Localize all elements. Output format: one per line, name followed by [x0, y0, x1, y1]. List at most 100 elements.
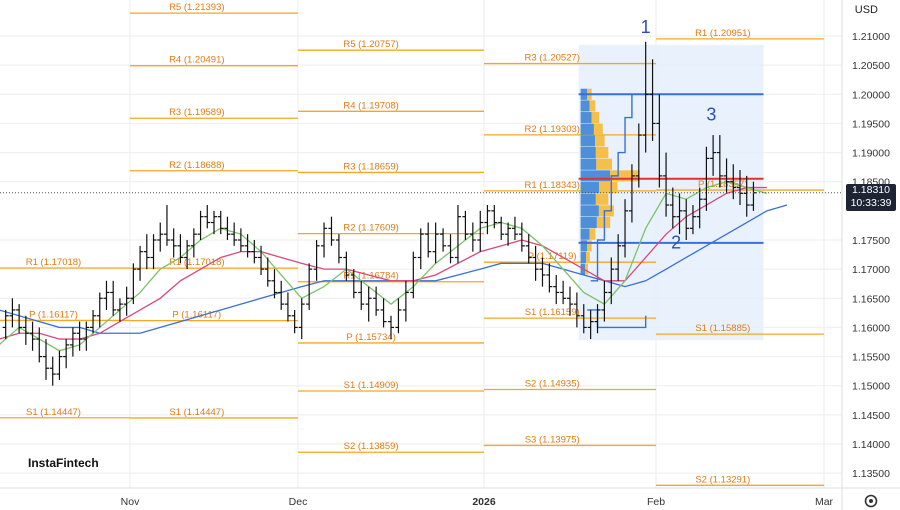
volume-bar-buy — [580, 170, 611, 182]
pivot-label: R1 (1.20951) — [695, 28, 750, 39]
ohlc-bar — [69, 327, 76, 357]
x-tick-label: 2026 — [472, 496, 496, 508]
ohlc-bar — [546, 263, 553, 293]
ohlc-bar — [539, 257, 546, 287]
ohlc-bar — [190, 228, 197, 258]
pivot-label: R4 (1.19708) — [343, 100, 398, 111]
ohlc-bar — [29, 321, 36, 351]
volume-bar-sell — [596, 158, 613, 170]
ohlc-bar — [447, 234, 454, 264]
ohlc-bar — [9, 298, 16, 328]
y-tick-label: 1.20000 — [852, 89, 890, 101]
pivot-label: R2 (1.17609) — [343, 223, 398, 234]
pivot-label: R3 (1.18659) — [343, 161, 398, 172]
ohlc-bar — [373, 286, 380, 316]
y-tick-label: 1.17500 — [852, 235, 890, 247]
ohlc-bar — [197, 210, 204, 240]
volume-bar-buy — [580, 100, 590, 112]
brand-logo: InstaFintech — [28, 456, 99, 470]
ohlc-bar — [251, 240, 258, 264]
ohlc-bar — [417, 228, 424, 270]
ohlc-bar — [90, 309, 97, 334]
volume-bar-buy — [580, 240, 588, 252]
pivot-label: S1 (1.14447) — [169, 407, 224, 418]
wave-label: 1 — [641, 17, 651, 37]
ohlc-bar — [518, 222, 525, 252]
y-tick-label: 1.20500 — [852, 60, 890, 72]
ohlc-bar — [622, 199, 629, 258]
y-tick-label: 1.16500 — [852, 293, 890, 305]
ohlc-bar — [425, 222, 432, 258]
pivot-label: P (1.18357) — [698, 179, 747, 190]
pivot-label: R4 (1.20491) — [169, 55, 224, 66]
ohlc-bar — [271, 269, 278, 299]
pivot-label: R1 (1.18343) — [524, 180, 579, 191]
y-tick-label: 1.14500 — [852, 410, 890, 422]
pivot-label: S2 (1.13859) — [344, 441, 399, 452]
ohlc-bar — [110, 280, 117, 316]
ohlc-bar — [395, 298, 402, 334]
ohlc-bar — [498, 216, 505, 240]
volume-bar-sell — [589, 228, 596, 240]
pivot-label: R2 (1.18688) — [169, 160, 224, 171]
ohlc-bar — [103, 280, 110, 310]
ohlc-bar — [491, 205, 498, 229]
y-tick-label: 1.16000 — [852, 322, 890, 334]
currency-selector[interactable]: USD — [854, 4, 878, 16]
ohlc-bar — [560, 280, 567, 305]
volume-bar-sell — [595, 135, 605, 147]
pivot-label: S2 (1.14935) — [525, 379, 580, 390]
ohlc-bar — [76, 321, 83, 351]
ohlc-bar — [258, 245, 265, 275]
volume-bar-buy — [580, 228, 590, 240]
volume-bar-buy — [580, 123, 594, 135]
ohlc-bar — [335, 234, 342, 264]
volume-bar-buy — [580, 193, 596, 205]
settings-gear-icon[interactable] — [862, 492, 880, 510]
ohlc-bar — [284, 292, 291, 322]
volume-bar-sell — [586, 251, 590, 264]
ohlc-bar — [237, 228, 244, 252]
ohlc-bars — [2, 41, 757, 386]
pivot-label: R5 (1.20757) — [343, 39, 398, 50]
pivot-label: P (1.16117) — [172, 310, 221, 321]
ohlc-bar — [594, 304, 601, 334]
pivot-label: R1 (1.17018) — [169, 257, 224, 268]
ohlc-bar — [278, 280, 285, 310]
ohlc-bar — [143, 234, 150, 270]
ohlc-bar — [306, 263, 313, 310]
ohlc-bar — [710, 135, 717, 176]
y-tick-label: 1.17000 — [852, 264, 890, 276]
pivot-label: R5 (1.21393) — [169, 2, 224, 13]
ohlc-bar — [291, 309, 298, 334]
pivot-label: P (1.16117) — [29, 309, 78, 320]
ohlc-bar — [469, 222, 476, 252]
ohlc-bar — [224, 216, 231, 240]
ohlc-bar — [343, 251, 350, 281]
ohlc-bar — [656, 94, 663, 188]
ohlc-bar — [642, 41, 649, 153]
ohlc-bar — [511, 216, 518, 240]
ohlc-bar — [244, 234, 251, 258]
y-tick-label: 1.19500 — [852, 118, 890, 130]
pivot-label: S1 (1.15885) — [695, 323, 750, 334]
ohlc-bar — [737, 170, 743, 206]
pivot-label: S3 (1.13975) — [525, 434, 580, 445]
ohlc-bar — [116, 298, 123, 322]
ohlc-bar — [49, 356, 56, 386]
ohlc-bar — [204, 205, 211, 229]
volume-bar-sell — [595, 146, 609, 159]
ohlc-bar — [350, 269, 357, 299]
ohlc-bar — [231, 222, 238, 246]
ohlc-bar — [454, 205, 461, 264]
pivot-label: P (1.15734) — [346, 332, 395, 343]
volume-bar-buy — [580, 146, 596, 159]
volume-bar-sell — [610, 170, 640, 182]
wave-label: 2 — [671, 233, 681, 253]
y-tick-label: 1.15500 — [852, 352, 890, 364]
x-axis: Nov Dec 2026 Feb Mar — [121, 496, 834, 508]
ohlc-bar — [358, 280, 365, 310]
x-tick-label: Dec — [289, 496, 308, 508]
ohlc-bar — [567, 286, 573, 316]
